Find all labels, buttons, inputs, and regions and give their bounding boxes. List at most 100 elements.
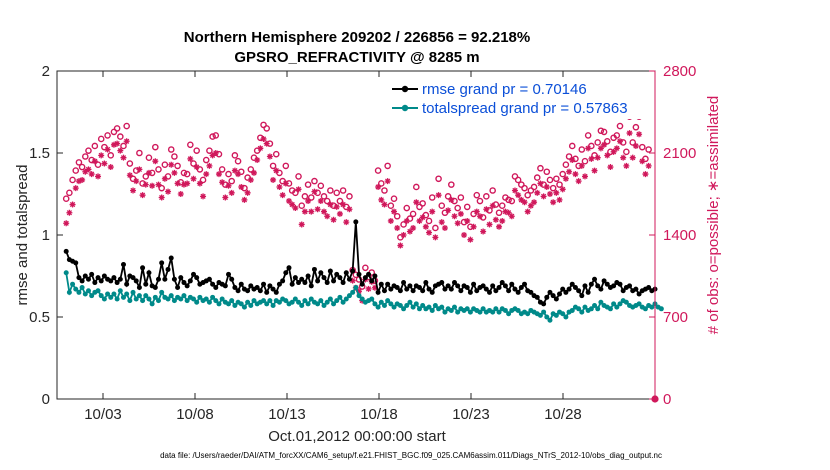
rmse-point — [534, 294, 540, 300]
obs-assimilated-point — [464, 217, 471, 224]
obs-possible-point — [632, 123, 640, 131]
obs-assimilated-point — [292, 205, 299, 212]
obs-possible-point — [234, 157, 242, 165]
obs-possible-point — [152, 143, 159, 151]
obs-possible-point — [390, 195, 398, 202]
obs-assimilated-point — [142, 181, 149, 188]
rmse-point — [359, 281, 365, 287]
spread-point — [340, 299, 346, 305]
rmse-point — [541, 301, 547, 307]
obs-assimilated-point — [324, 213, 331, 220]
spread-point — [251, 298, 257, 304]
rmse-point — [592, 276, 598, 282]
rmse-point — [569, 281, 575, 287]
obs-assimilated-point — [104, 146, 111, 153]
rmse-point — [318, 270, 324, 276]
obs-possible-point — [514, 176, 522, 184]
obs-assimilated-point — [133, 178, 140, 185]
rmse-point — [442, 286, 448, 292]
obs-possible-point — [454, 204, 461, 212]
obs-assimilated-point — [206, 162, 213, 169]
rmse-point — [340, 280, 346, 286]
obs-assimilated-point — [426, 229, 433, 236]
obs-assimilated-point — [623, 162, 630, 169]
obs-possible-point — [483, 193, 490, 200]
spread-point — [270, 303, 276, 309]
obs-assimilated-point — [231, 167, 238, 174]
rmse-point — [439, 280, 445, 286]
obs-assimilated-point — [222, 194, 229, 201]
spread-point — [493, 306, 499, 312]
rmse-point — [550, 293, 556, 299]
rmse-point — [79, 278, 85, 284]
obs-assimilated-point — [400, 232, 407, 238]
spread-point — [541, 309, 547, 315]
rmse-point — [566, 286, 572, 292]
obs-assimilated-point — [282, 180, 289, 187]
obs-possible-point — [171, 153, 178, 160]
rmse-point — [324, 280, 330, 286]
obs-possible-point — [323, 197, 331, 205]
spread-point — [372, 301, 378, 307]
rmse-point — [490, 283, 496, 289]
obs-assimilated-point — [333, 203, 340, 210]
obs-possible-point — [537, 164, 544, 172]
rmse-point — [159, 260, 165, 266]
obs-possible-point — [123, 122, 130, 130]
obs-assimilated-point — [126, 172, 133, 179]
rmse-point — [184, 283, 190, 289]
obs-possible-point — [193, 147, 200, 154]
rmse-point — [611, 283, 617, 289]
rmse-point — [369, 278, 375, 284]
obs-assimilated-point — [626, 130, 633, 137]
spread-point — [120, 294, 126, 300]
spread-point — [315, 301, 321, 307]
spread-point — [168, 293, 174, 299]
obs-assimilated-point — [365, 285, 372, 292]
obs-assimilated-point — [295, 186, 302, 193]
rmse-point — [445, 283, 451, 289]
obs-possible-point — [292, 189, 299, 197]
spread-point — [658, 306, 664, 312]
spread-point — [582, 304, 588, 310]
obs-assimilated-point — [429, 208, 436, 215]
rmse-point — [178, 275, 184, 281]
rmse-point — [114, 280, 120, 286]
spread-point — [592, 303, 598, 309]
rmse-point — [108, 278, 114, 284]
legend-box — [388, 79, 654, 119]
rmse-point — [579, 293, 585, 299]
obs-assimilated-point — [123, 138, 130, 145]
spread-point — [152, 294, 158, 300]
obs-assimilated-point — [263, 140, 270, 147]
obs-possible-point — [145, 154, 153, 161]
spread-point — [267, 298, 273, 304]
obs-possible-point — [533, 174, 541, 181]
obs-assimilated-point — [632, 142, 639, 149]
spread-point — [165, 296, 171, 302]
spread-point — [464, 306, 470, 312]
rmse-point — [407, 283, 413, 289]
y-right-tick-label: 1400 — [663, 227, 696, 244]
obs-possible-point — [505, 196, 512, 204]
spread-point — [375, 304, 381, 310]
obs-assimilated-point — [422, 223, 429, 230]
rmse-point — [302, 280, 308, 286]
spread-point — [276, 299, 282, 305]
obs-possible-point — [107, 152, 115, 159]
rmse-point — [636, 291, 642, 297]
spread-point — [537, 312, 543, 318]
rmse-point — [286, 265, 292, 271]
spread-point — [337, 294, 343, 300]
rmse-point — [617, 281, 623, 287]
spread-point — [171, 298, 177, 304]
rmse-point — [152, 284, 158, 290]
obs-possible-point — [511, 173, 519, 180]
rmse-point — [604, 281, 610, 287]
obs-possible-point — [209, 133, 216, 140]
obs-possible-point — [546, 176, 554, 184]
rmse-point — [601, 278, 607, 284]
x-tick-label: 10/03 — [84, 406, 122, 423]
obs-possible-point — [228, 177, 235, 185]
